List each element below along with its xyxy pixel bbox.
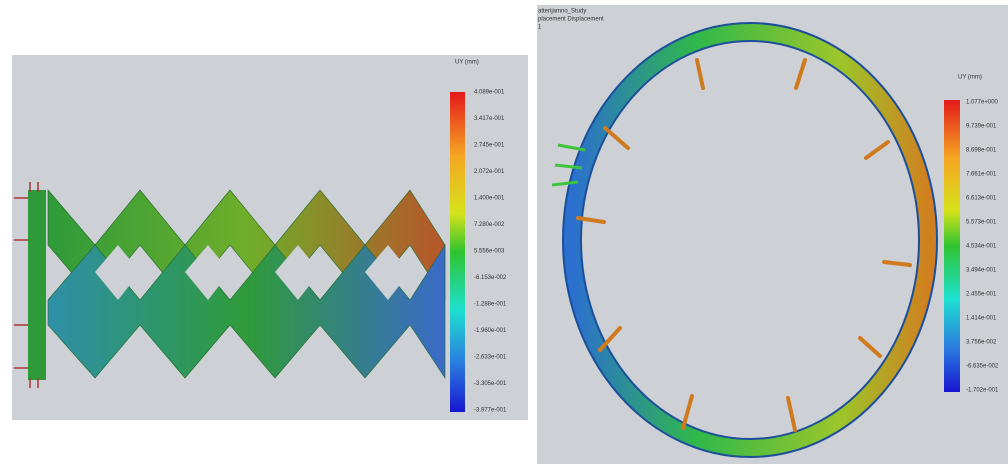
- legend-label: 5.573e-001: [966, 220, 997, 226]
- legend-label: 1.077e+000: [966, 100, 999, 106]
- legend-label: 2.072e-001: [474, 169, 505, 175]
- legend-label: 3.756e-002: [966, 340, 997, 346]
- legend-label: -3.305e-001: [474, 381, 507, 387]
- colorbar: [944, 100, 960, 392]
- header-line: atterijamno_Study: [538, 9, 586, 15]
- legend-label: 5.556e-003: [474, 249, 505, 255]
- colorbar: [450, 92, 465, 412]
- header-line: placement Displacement: [538, 17, 604, 23]
- legend-label: 7.280e-002: [474, 222, 505, 228]
- screenshot: UY (mm) 4.089e-001 3.417e-001 2.745e-001 2.…: [0, 0, 1008, 464]
- legend-label: -3.977e-001: [474, 408, 507, 414]
- legend-label: -1.960e-001: [474, 328, 507, 334]
- legend-label: 1.400e-001: [474, 196, 505, 202]
- legend-title: UY (mm): [958, 75, 982, 81]
- legend-title: UY (mm): [455, 60, 479, 66]
- legend-label: 3.417e-001: [474, 116, 505, 122]
- legend-label: 1.414e-001: [966, 316, 997, 322]
- legend-label: 3.494e-001: [966, 268, 997, 274]
- legend-label: 4.089e-001: [474, 90, 505, 96]
- legend-label: 8.698e-001: [966, 148, 997, 154]
- legend-label: 9.739e-001: [966, 124, 997, 130]
- legend-label: -6.635e-002: [966, 364, 999, 370]
- legend-label: 2.745e-001: [474, 143, 505, 149]
- legend-label: 2.455e-001: [966, 292, 997, 298]
- legend-label: 6.613e-001: [966, 196, 997, 202]
- legend-label: 4.534e-001: [966, 244, 997, 250]
- legend-label: 7.661e-001: [966, 172, 997, 178]
- legend-label: -1.288e-001: [474, 302, 507, 308]
- legend-label: -6.153e-002: [474, 275, 507, 281]
- legend-label: -2.633e-001: [474, 355, 507, 361]
- page: UY (mm) 4.089e-001 3.417e-001 2.745e-001 2.…: [0, 0, 1008, 464]
- legend-label: -1.702e-001: [966, 388, 999, 394]
